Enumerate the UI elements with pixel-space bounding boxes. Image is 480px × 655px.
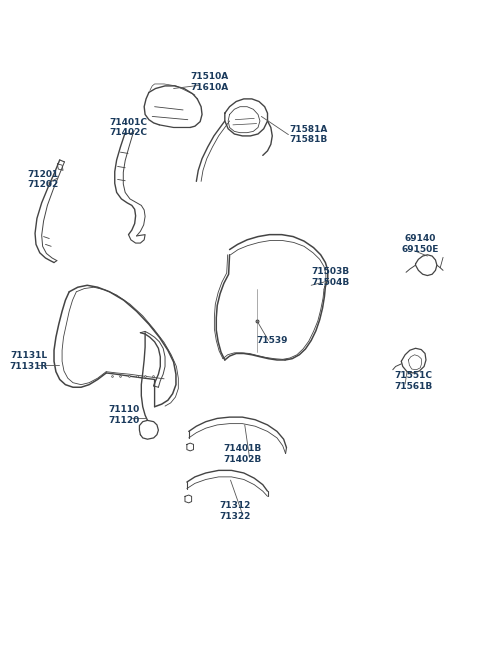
- Text: 71503B
71504B: 71503B 71504B: [311, 267, 349, 287]
- Text: 71551C
71561B: 71551C 71561B: [394, 371, 432, 390]
- Text: 71131L
71131R: 71131L 71131R: [10, 351, 48, 371]
- Text: 71401B
71402B: 71401B 71402B: [223, 444, 262, 464]
- Text: 71312
71322: 71312 71322: [219, 501, 251, 521]
- Text: 69140
69150E: 69140 69150E: [402, 234, 439, 254]
- Text: 71401C
71402C: 71401C 71402C: [109, 118, 147, 138]
- Text: 71510A
71610A: 71510A 71610A: [190, 72, 228, 92]
- Text: 71201
71202: 71201 71202: [27, 170, 59, 189]
- Text: 71110
71120: 71110 71120: [108, 405, 139, 425]
- Text: 71539: 71539: [256, 336, 288, 345]
- Text: 71581A
71581B: 71581A 71581B: [290, 124, 328, 145]
